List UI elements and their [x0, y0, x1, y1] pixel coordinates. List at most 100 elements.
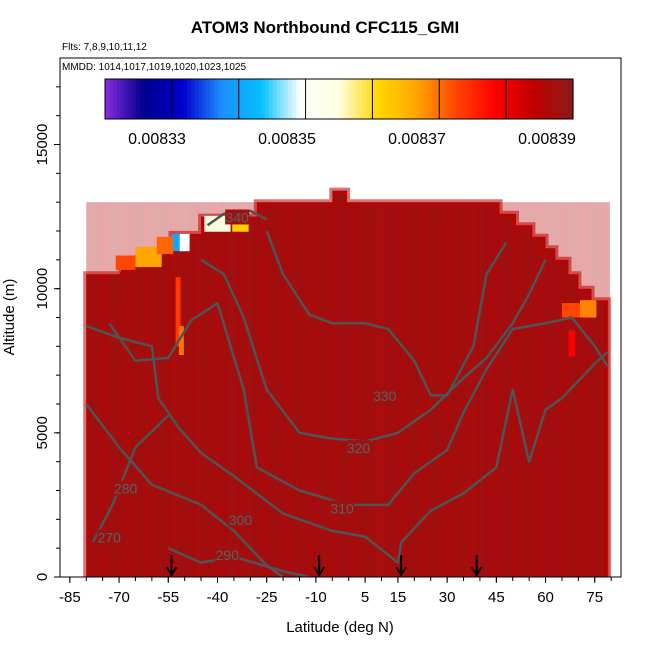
- colorbar-swatch: [331, 79, 336, 119]
- heatmap-layer: [83, 187, 611, 577]
- heatmap-column: [310, 202, 315, 577]
- contour-label-320: 320: [347, 440, 371, 456]
- colorbar-swatch: [315, 79, 321, 119]
- x-tick-label: -10: [305, 589, 327, 606]
- colorbar-swatch: [276, 79, 282, 119]
- heatmap-column: [338, 202, 343, 577]
- contour-line-310: [108, 301, 609, 507]
- x-tick-label: -85: [59, 589, 81, 606]
- heatmap-column: [546, 202, 551, 577]
- heatmap-column: [172, 202, 177, 577]
- heatmap-column: [306, 202, 311, 577]
- heatmap-column: [105, 202, 110, 577]
- heatmap-column: [542, 202, 547, 577]
- heatmap-column: [452, 202, 457, 577]
- colorbar-frame: [104, 78, 574, 120]
- heatmap-column: [129, 202, 134, 577]
- colorbar-swatch: [167, 79, 172, 119]
- contour-line-300: [85, 324, 609, 564]
- colorbar-swatch: [120, 79, 126, 119]
- heatmap-column: [216, 202, 221, 577]
- x-tick-label: 15: [390, 589, 407, 606]
- heatmap-column: [247, 202, 252, 577]
- heatmap-column: [350, 202, 354, 577]
- heatmap-column: [535, 202, 539, 577]
- colorbar-tick-label: 0.00837: [388, 131, 446, 148]
- colorbar-swatch: [210, 79, 215, 119]
- event-marker-layer: [165, 555, 483, 577]
- heatmap-column: [157, 202, 162, 577]
- colorbar-swatch: [530, 79, 535, 119]
- heatmap-column: [598, 202, 602, 577]
- heatmap-column: [168, 202, 173, 577]
- heatmap-column: [180, 202, 185, 577]
- colorbar-swatch: [522, 79, 527, 119]
- heatmap-column: [251, 202, 256, 577]
- heatmap-column: [227, 202, 232, 577]
- heatmap-column: [369, 202, 374, 577]
- heatmap-column: [503, 202, 508, 577]
- heatmap-column: [416, 202, 421, 577]
- contour-label-340: 340: [225, 209, 249, 225]
- heatmap-column: [523, 202, 528, 577]
- heatmap-column: [353, 202, 358, 577]
- heatmap-column: [271, 202, 276, 577]
- colorbar-swatch: [549, 79, 555, 119]
- x-tick-label: -55: [157, 589, 179, 606]
- heatmap-column: [432, 202, 437, 577]
- contour-label-bg: [330, 500, 355, 516]
- heatmap-column: [121, 202, 126, 577]
- heatmap-column: [322, 202, 327, 577]
- contour-label-290: 290: [216, 547, 240, 563]
- heatmap-column: [491, 202, 496, 577]
- heatmap-column: [109, 202, 114, 577]
- heatmap-column: [279, 202, 284, 577]
- colorbar-swatch: [300, 79, 305, 119]
- heatmap-column: [428, 202, 433, 577]
- colorbar-swatch: [452, 79, 457, 119]
- heatmap-column: [235, 202, 240, 577]
- colorbar-swatch: [436, 79, 441, 119]
- contour-label-300: 300: [229, 512, 253, 528]
- colorbar-swatch: [140, 79, 145, 119]
- heatmap-column: [204, 202, 209, 577]
- heatmap-column: [294, 202, 299, 577]
- heatmap-column: [499, 202, 504, 577]
- heatmap-column: [558, 202, 563, 577]
- colorbar-swatch: [502, 79, 508, 119]
- heatmap-column: [263, 202, 268, 577]
- heatmap-column: [401, 202, 406, 577]
- colorbar-swatch: [456, 79, 461, 119]
- colorbar-swatch: [272, 79, 278, 119]
- heatmap-column: [460, 202, 465, 577]
- heatmap-column: [444, 202, 449, 577]
- colorbar-swatch: [249, 79, 254, 119]
- heatmap-anomaly-cell: [156, 236, 174, 255]
- colorbar-swatch: [163, 79, 168, 119]
- colorbar-swatch: [393, 79, 399, 119]
- contour-line-330: [265, 230, 508, 397]
- x-tick-label: 60: [537, 589, 554, 606]
- contour-label-bg: [228, 512, 253, 528]
- heatmap-column: [590, 202, 595, 577]
- contour-line-270: [91, 414, 170, 543]
- contour-label-bg: [346, 440, 371, 456]
- colorbar-swatch: [401, 79, 406, 119]
- colorbar-swatch: [467, 79, 473, 119]
- colorbar-swatch: [206, 79, 211, 119]
- heatmap-column: [149, 202, 154, 577]
- flights-note: Flts: 7,8,9,10,11,12: [62, 42, 147, 53]
- heatmap-column: [519, 202, 524, 577]
- heatmap-column: [314, 202, 319, 577]
- heatmap-anomaly-cell: [568, 330, 576, 357]
- x-tick-label: 30: [439, 589, 456, 606]
- colorbar-swatch: [323, 79, 328, 119]
- colorbar-swatch: [159, 79, 165, 119]
- heatmap-column: [113, 202, 118, 577]
- colorbar-swatch: [245, 79, 250, 119]
- heatmap-column: [475, 202, 480, 577]
- colorbar-swatch: [296, 79, 301, 119]
- colorbar-swatch: [526, 79, 531, 119]
- colorbar-swatch: [557, 79, 562, 119]
- colorbar-swatch: [144, 79, 149, 119]
